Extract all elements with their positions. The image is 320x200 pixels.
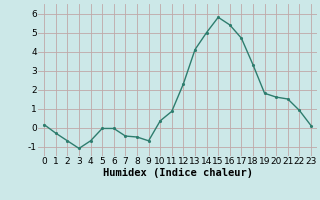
X-axis label: Humidex (Indice chaleur): Humidex (Indice chaleur) xyxy=(103,168,252,178)
